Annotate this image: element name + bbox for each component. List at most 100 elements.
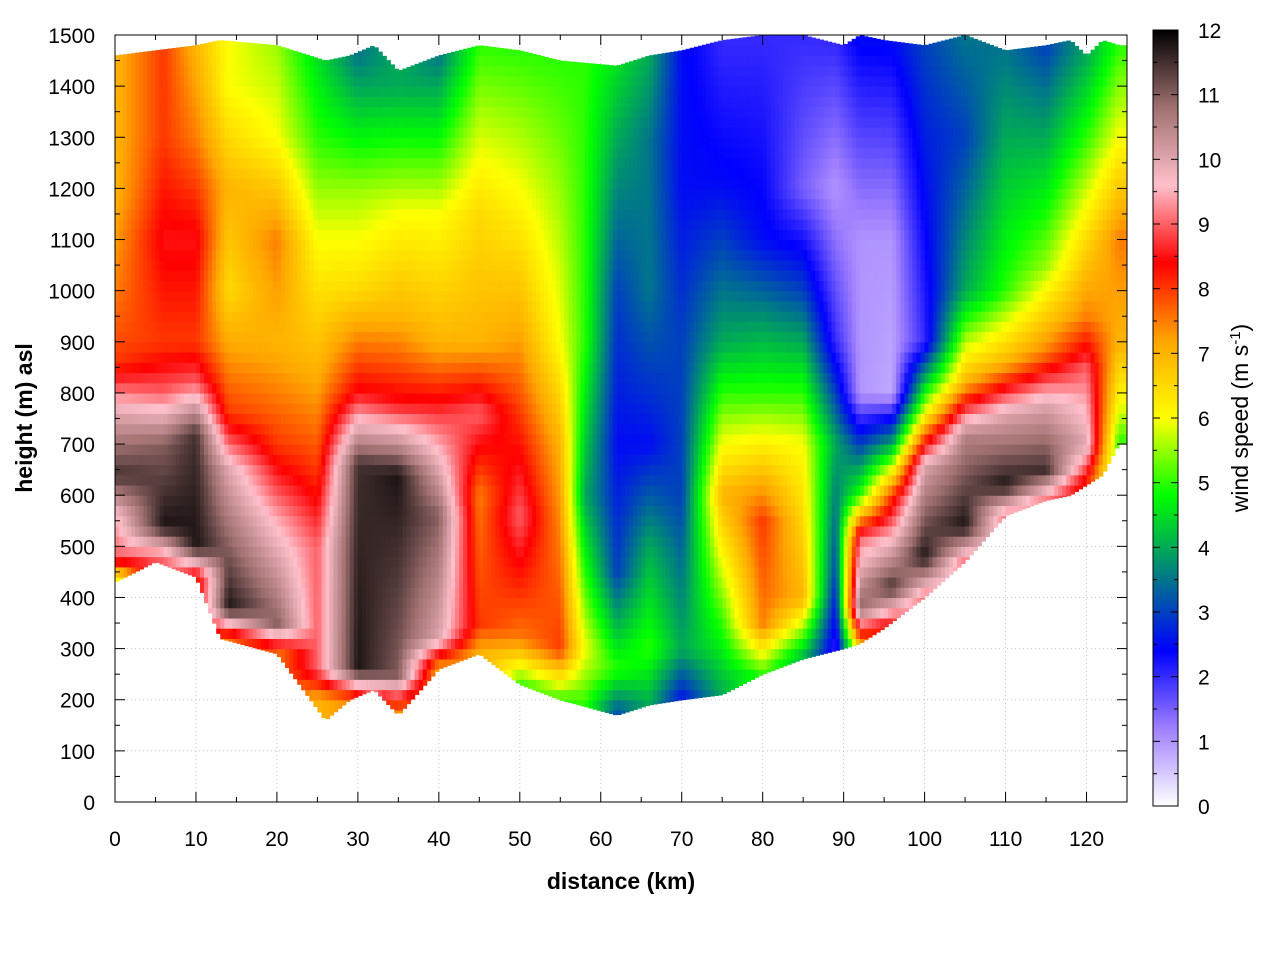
heatmap-cell [301,679,306,691]
heatmap-cell [285,290,290,302]
heatmap-cell [337,167,343,179]
heatmap-cell [147,423,153,435]
heatmap-cell [123,137,128,149]
heatmap-cell [390,372,395,384]
heatmap-cell [305,178,310,189]
heatmap-cell [183,444,189,455]
heatmap-cell [293,597,298,609]
heatmap-cell [446,464,452,476]
heatmap-cell [195,106,201,118]
heatmap-cell [195,433,201,445]
heatmap-cell [422,208,428,220]
heatmap-cell [329,566,335,578]
heatmap-cell [325,525,331,537]
heatmap-cell [293,341,298,353]
heatmap-cell [398,167,404,179]
heatmap-cell [317,249,323,261]
heatmap-cell [410,127,416,138]
heatmap-cell [410,219,416,230]
heatmap-cell [167,433,173,445]
heatmap-cell [370,229,375,241]
heatmap-cell [224,300,229,312]
heatmap-cell [337,65,343,77]
heatmap-cell [438,484,444,496]
heatmap-cell [333,658,339,670]
heatmap-cell [357,352,363,363]
heatmap-cell [313,495,318,507]
heatmap-cell [382,505,387,517]
heatmap-cell [446,638,452,650]
heatmap-cell [446,617,452,629]
heatmap-cell [119,495,124,507]
heatmap-cell [167,464,173,476]
heatmap-cell [123,372,128,384]
heatmap-cell [438,648,444,660]
heatmap-cell [115,546,120,558]
heatmap-cell [410,65,416,67]
heatmap-cell [179,352,185,363]
heatmap-cell [139,147,144,159]
heatmap-cell [119,116,124,128]
heatmap-cell [163,178,169,189]
heatmap-cell [285,86,290,97]
heatmap-cell [297,127,302,138]
heatmap-cell [187,137,193,149]
heatmap-cell [220,495,225,507]
heatmap-cell [422,577,428,588]
heatmap-cell [353,658,359,670]
heatmap-cell [276,372,282,384]
heatmap-cell [365,106,371,118]
heatmap-cell [285,392,290,404]
heatmap-cell [325,290,331,302]
heatmap-cell [264,239,270,251]
heatmap-cell [374,208,379,220]
heatmap-cell [386,372,391,384]
heatmap-cell [135,116,140,128]
heatmap-cell [386,505,391,517]
heatmap-cell [280,556,286,568]
heatmap-cell [195,137,201,149]
heatmap-cell [244,341,250,353]
heatmap-cell [418,280,424,292]
heatmap-cell [183,65,189,77]
heatmap-cell [268,392,274,404]
heatmap-cell [293,403,298,414]
heatmap-cell [317,607,323,619]
heatmap-cell [345,658,351,670]
heatmap-cell [276,495,282,507]
heatmap-cell [353,444,359,455]
heatmap-cell [232,157,238,169]
heatmap-cell [370,300,375,312]
heatmap-cell [357,362,363,374]
heatmap-cell [151,229,157,241]
heatmap-cell [187,321,193,333]
heatmap-cell [268,229,274,241]
heatmap-cell [252,127,258,138]
heatmap-cell [345,147,351,159]
heatmap-cell [378,444,383,455]
heatmap-cell [268,239,274,251]
heatmap-cell [216,167,221,179]
heatmap-cell [208,137,213,149]
heatmap-cell [276,474,282,486]
heatmap-cell [276,362,282,374]
heatmap-cell [224,75,229,87]
heatmap-cell [167,505,173,517]
heatmap-cell [139,515,144,527]
heatmap-cell [353,106,359,118]
heatmap-cell [200,372,205,384]
heatmap-cell [236,423,242,435]
heatmap-cell [127,546,132,558]
heatmap-cell [285,157,290,169]
heatmap-cell [163,362,169,374]
heatmap-cell [236,96,242,108]
heatmap-cell [337,689,343,701]
heatmap-cell [325,709,331,720]
heatmap-cell [398,444,404,455]
heatmap-cell [115,403,120,414]
heatmap-cell [442,198,448,210]
heatmap-cell [430,587,436,599]
heatmap-cell [280,597,286,609]
heatmap-cell [378,413,383,425]
heatmap-cell [232,607,238,619]
